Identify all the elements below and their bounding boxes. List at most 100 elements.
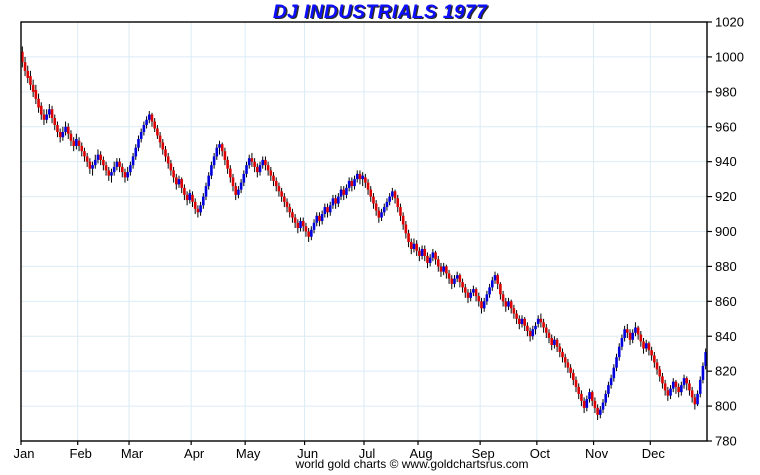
ohlc-bar-up xyxy=(669,388,672,396)
ohlc-bar-up xyxy=(64,126,67,132)
ohlc-bar-up xyxy=(490,280,494,288)
ohlc-bar-down xyxy=(563,357,567,363)
ohlc-bar-up xyxy=(531,329,535,337)
ohlc-bar-down xyxy=(423,248,427,256)
ohlc-bar-up xyxy=(631,332,635,340)
y-axis-label: 840 xyxy=(715,329,737,344)
ohlc-bar-down xyxy=(118,161,121,167)
ohlc-bar-up xyxy=(704,351,707,366)
ohlc-bar-down xyxy=(658,369,662,377)
month-label: Oct xyxy=(530,446,551,461)
ohlc-bar-down xyxy=(655,362,659,370)
ohlc-bar-up xyxy=(339,189,343,197)
ohlc-bar-up xyxy=(320,214,324,222)
ohlc-bar-down xyxy=(404,224,408,234)
ohlc-bar-down xyxy=(409,241,413,249)
ohlc-bar-down xyxy=(174,177,178,185)
ohlc-bar-down xyxy=(158,135,162,143)
ohlc-bar-down xyxy=(434,252,437,260)
ohlc-bar-up xyxy=(604,393,608,403)
ohlc-bar-up xyxy=(237,189,240,195)
ohlc-bar-up xyxy=(202,196,205,206)
ohlc-bar-up xyxy=(382,207,386,213)
ohlc-bar-down xyxy=(26,70,30,78)
ohlc-bar-down xyxy=(647,343,651,351)
ohlc-bar-down xyxy=(80,145,84,152)
y-axis-label: 1000 xyxy=(715,49,744,64)
ohlc-bar-down xyxy=(88,161,92,169)
ohlc-bar-up xyxy=(482,301,486,309)
ohlc-bar-up xyxy=(671,381,675,389)
ohlc-bar-up xyxy=(488,287,491,295)
ohlc-bar-down xyxy=(293,217,297,223)
ohlc-bar-down xyxy=(229,168,232,178)
ohlc-bar-up xyxy=(247,158,251,166)
ohlc-bar-down xyxy=(102,159,105,166)
ohlc-bar-up xyxy=(134,147,138,157)
ohlc-bar-down xyxy=(445,266,448,274)
ohlc-bar-up xyxy=(177,179,181,185)
month-label: Nov xyxy=(585,446,609,461)
ohlc-bar-down xyxy=(53,118,57,126)
ohlc-bar-down xyxy=(523,318,526,326)
ohlc-bar-up xyxy=(412,243,416,249)
month-label: Sep xyxy=(472,446,495,461)
ohlc-bar-up xyxy=(110,172,113,176)
ohlc-bar-down xyxy=(31,84,35,92)
ohlc-bar-down xyxy=(439,266,443,272)
ohlc-bar-up xyxy=(261,159,265,166)
ohlc-bar-down xyxy=(180,179,183,188)
ohlc-bar-down xyxy=(288,207,292,213)
y-axis-label: 980 xyxy=(715,84,737,99)
ohlc-bar-down xyxy=(234,186,238,195)
ohlc-bar-down xyxy=(509,301,513,309)
ohlc-bar-up xyxy=(48,109,51,115)
ohlc-bar-up xyxy=(239,182,243,190)
ohlc-bar-down xyxy=(231,177,235,187)
month-label: May xyxy=(236,446,261,461)
ohlc-bar-up xyxy=(420,248,424,256)
ohlc-bar-up xyxy=(199,205,202,213)
month-label: Dec xyxy=(642,446,666,461)
y-axis-label: 940 xyxy=(715,154,737,169)
ohlc-bar-down xyxy=(580,393,583,401)
ohlc-bar-down xyxy=(663,383,667,391)
ohlc-bar-down xyxy=(364,177,367,183)
ohlc-bar-down xyxy=(463,287,467,293)
ohlc-bar-up xyxy=(612,367,616,379)
ohlc-bar-up xyxy=(615,357,618,368)
y-axis-label: 1020 xyxy=(715,15,744,30)
ohlc-bar-down xyxy=(166,156,170,164)
ohlc-bar-down xyxy=(264,159,267,166)
ohlc-bar-up xyxy=(442,266,445,272)
ohlc-bar-down xyxy=(499,283,502,295)
ohlc-bar-up xyxy=(380,212,383,218)
ohlc-bar-up xyxy=(472,289,475,293)
footer-credit: world gold charts © www.goldchartsrus.co… xyxy=(295,457,529,471)
ohlc-bar-down xyxy=(358,173,362,180)
ohlc-bar-down xyxy=(50,109,54,119)
ohlc-bar-down xyxy=(169,163,173,171)
ohlc-bar-down xyxy=(480,301,483,309)
ohlc-bar-up xyxy=(682,378,686,386)
ohlc-bar-down xyxy=(226,159,229,169)
ohlc-bar-up xyxy=(245,165,248,174)
ohlc-bar-down xyxy=(301,221,305,227)
ohlc-bar-down xyxy=(29,76,32,85)
ohlc-bar-down xyxy=(39,105,43,115)
month-label: Jul xyxy=(359,446,376,461)
ohlc-bar-up xyxy=(218,144,221,148)
ohlc-bar-up xyxy=(145,119,148,126)
ohlc-bar-down xyxy=(307,231,310,237)
ohlc-bar-up xyxy=(634,327,637,333)
ohlc-bar-down xyxy=(393,191,397,199)
ohlc-bar-up xyxy=(310,229,313,237)
ohlc-bar-up xyxy=(361,175,364,180)
ohlc-bar-down xyxy=(220,144,224,152)
ohlc-bar-down xyxy=(572,372,575,380)
ohlc-bar-up xyxy=(207,175,211,187)
month-label: Jun xyxy=(297,446,318,461)
ohlc-bar-down xyxy=(296,222,300,229)
ohlc-bar-down xyxy=(326,207,329,213)
